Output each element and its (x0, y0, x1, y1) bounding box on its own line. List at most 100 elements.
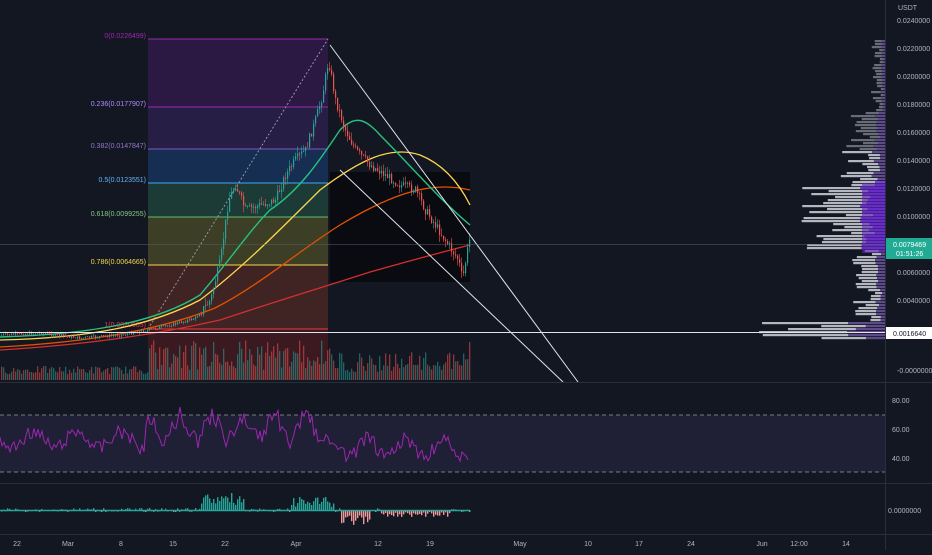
candle-body (225, 219, 227, 240)
price-tick: -0.0000000 (897, 368, 932, 375)
rsi-scale[interactable]: 80.00 60.00 40.00 (892, 398, 910, 463)
candle-body (83, 337, 85, 339)
candle-body (125, 334, 127, 336)
time-axis[interactable]: 22 Mar 8 15 22 Apr 12 19 May 10 17 24 Ju… (13, 541, 850, 548)
candle-body (167, 325, 169, 327)
candle-body (323, 90, 325, 103)
volume-bar (457, 361, 459, 380)
volume-profile-bar (877, 277, 885, 280)
volume-bar (443, 364, 445, 380)
candle-body (337, 97, 339, 111)
volume-profile-bar (865, 112, 880, 115)
volume-bar (453, 354, 455, 380)
oscillator-bar (321, 501, 323, 510)
fib-zone-5-618 (148, 183, 328, 217)
candle-body (413, 191, 415, 193)
volume-bar (93, 373, 95, 380)
volume-profile-bar (845, 214, 874, 217)
candle-body (55, 333, 57, 336)
volume-bar (143, 373, 145, 380)
volume-bar (205, 346, 207, 380)
volume-profile-bar (870, 319, 881, 322)
candle-body (193, 318, 195, 320)
price-candles[interactable] (1, 61, 471, 340)
volume-bar (319, 364, 321, 380)
volume-profile-bar (876, 79, 883, 82)
volume-profile-bar (856, 256, 877, 259)
volume-profile-bar (877, 178, 885, 181)
volume-bar (99, 367, 101, 380)
volume-bar (403, 367, 405, 380)
fib-label-5: 0.5(0.0123551) (99, 177, 146, 184)
volume-profile-bar (881, 40, 885, 43)
volume-bar (131, 368, 133, 380)
candle-body (15, 332, 17, 335)
price-tick: 0.0120000 (897, 186, 930, 193)
volume-bar (435, 365, 437, 380)
volume-profile-bar (876, 313, 885, 316)
price-scale[interactable]: USDT 0.0240000 0.0220000 0.0200000 0.018000… (886, 5, 932, 375)
volume-bar (223, 348, 225, 380)
candle-body (293, 159, 295, 167)
volume-profile-bar (878, 133, 885, 136)
oscillator-bar (353, 510, 355, 525)
volume-bar (111, 367, 113, 380)
candle-body (157, 329, 159, 330)
volume-bar (421, 369, 423, 380)
volume-profile-bar (827, 199, 868, 202)
ma-yellow (0, 151, 471, 341)
volume-bar (21, 373, 23, 380)
candle-body (441, 235, 443, 236)
volume-bar (325, 361, 327, 380)
candle-body (133, 333, 135, 335)
volume-profile-bar (879, 61, 884, 64)
volume-bar (337, 368, 339, 380)
rsi-pane[interactable] (0, 407, 885, 473)
volume-bar (177, 357, 179, 380)
volume-bar (339, 352, 341, 380)
osc-scale[interactable]: 0.0000000 (888, 508, 921, 515)
volume-profile-bar (879, 49, 884, 52)
volume-profile-bar (879, 112, 885, 115)
volume-bar (315, 361, 317, 380)
time-label-17: 17 (635, 541, 643, 548)
volume-bar (1, 366, 3, 380)
candle-body (85, 336, 87, 338)
candle-body (79, 336, 81, 339)
candle-body (199, 314, 201, 317)
oscillator-pane[interactable] (1, 493, 471, 525)
candle-body (321, 102, 323, 107)
volume-profile-bar (875, 262, 885, 265)
volume-profile-bar (865, 304, 880, 307)
candle-body (245, 205, 247, 207)
volume-bar (85, 371, 87, 380)
oscillator-bar (259, 508, 261, 510)
volume-profile-bar (869, 157, 881, 160)
oscillator-bar (449, 510, 451, 514)
volume-bar (369, 355, 371, 380)
volume-profile-bar (878, 106, 884, 109)
volume-bar (139, 369, 141, 380)
oscillator-bar (319, 504, 321, 510)
candle-body (155, 328, 157, 330)
candle-body (81, 337, 83, 339)
volume-profile-bar (861, 265, 878, 268)
volume-bar (287, 347, 289, 380)
oscillator-bar (287, 508, 289, 510)
candle-body (33, 333, 35, 335)
candle-body (415, 186, 417, 192)
oscillator-bar (219, 500, 221, 510)
candle-body (427, 209, 429, 215)
volume-bar (209, 365, 211, 380)
fibonacci-retracement[interactable]: 0(0.0226499) 0.236(0.0177907) 0.382(0.01… (91, 33, 329, 380)
rsi-tick-60: 60.00 (892, 427, 910, 434)
candle-body (41, 332, 43, 335)
trend-lines[interactable] (329, 44, 579, 382)
osc-tick-0: 0.0000000 (888, 508, 921, 515)
volume-bar (355, 371, 357, 380)
candle-body (443, 235, 445, 240)
volume-bar (259, 354, 261, 380)
currency-label: USDT (898, 5, 918, 12)
volume-bar (195, 343, 197, 380)
